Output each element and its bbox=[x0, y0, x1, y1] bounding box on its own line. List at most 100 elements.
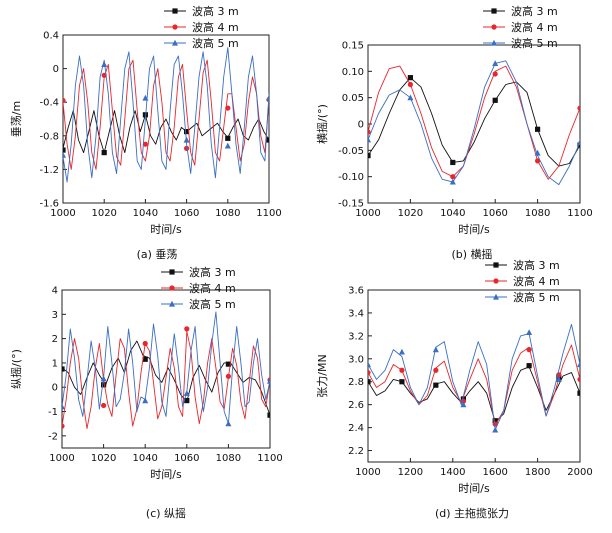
y-tick-label: -2 bbox=[48, 431, 58, 442]
x-tick-label: 1000 bbox=[50, 208, 75, 219]
series-marker-1 bbox=[535, 126, 541, 132]
series-marker-1 bbox=[368, 153, 371, 159]
series-marker-2 bbox=[577, 105, 580, 111]
series-marker-2 bbox=[577, 376, 580, 383]
series-line-2 bbox=[62, 330, 270, 430]
series-marker-3 bbox=[142, 94, 149, 101]
series-line-1 bbox=[62, 340, 270, 416]
chart-d: 1000 1200 1400 1600 1800 2000 2.2 2.4 2.6 2.8 3.0 3… bbox=[316, 258, 593, 520]
series-line-3 bbox=[368, 60, 580, 186]
x-tick-label: 1020 bbox=[91, 208, 116, 219]
series-marker-2 bbox=[225, 105, 231, 111]
series-line-1 bbox=[368, 366, 580, 423]
x-tick-label: 1040 bbox=[133, 208, 158, 219]
series-marker-1 bbox=[62, 366, 65, 372]
legend-marker-3 bbox=[169, 300, 175, 307]
legend-marker-3 bbox=[491, 39, 497, 46]
y-tick-label: 2 bbox=[52, 334, 58, 345]
series-marker-3 bbox=[368, 136, 371, 143]
y-tick-label: -0.8 bbox=[39, 131, 59, 142]
chart-a: 1000 1020 1040 1060 1080 1100 -1.6 -1.2 -0.8 -0.4… bbox=[10, 4, 282, 261]
y-tick-label: -0.4 bbox=[39, 98, 59, 109]
series-marker-2 bbox=[450, 174, 456, 180]
series-line-1 bbox=[368, 77, 580, 167]
legend: 波高 3 m 波高 4 m 波高 5 m bbox=[164, 4, 239, 50]
series-marker-3 bbox=[100, 375, 107, 382]
series-marker-1 bbox=[492, 418, 498, 424]
y-tick-label: -0.05 bbox=[338, 146, 364, 157]
x-tick-label: 1020 bbox=[91, 453, 116, 464]
x-tick-label: 1080 bbox=[216, 453, 241, 464]
series-marker-1 bbox=[142, 356, 148, 362]
series-marker-1 bbox=[225, 361, 231, 367]
y-tick-label: 0 bbox=[52, 383, 58, 394]
series-marker-2 bbox=[184, 145, 190, 151]
x-tick-label: 1060 bbox=[174, 208, 199, 219]
x-tick-label: 1020 bbox=[398, 208, 423, 219]
series-marker-1 bbox=[225, 135, 231, 141]
x-tick-label: 1600 bbox=[482, 467, 507, 478]
x-tick-label: 2000 bbox=[567, 467, 592, 478]
legend-label-3: 波高 5 m bbox=[513, 290, 560, 304]
legend-label-2: 波高 4 m bbox=[189, 281, 236, 295]
y-tick-label: -1 bbox=[48, 407, 58, 418]
y-tick-label: 3.0 bbox=[348, 354, 364, 365]
series-marker-2 bbox=[225, 373, 231, 379]
series-marker-1 bbox=[101, 150, 107, 156]
series-line-3 bbox=[62, 311, 270, 425]
y-tick-label: 3.6 bbox=[348, 286, 364, 297]
caption-d: (d) 主拖揽张力 bbox=[435, 506, 509, 520]
legend-marker-1 bbox=[491, 8, 497, 14]
x-tick-label: 1000 bbox=[49, 453, 74, 464]
series-marker-3 bbox=[101, 61, 108, 67]
series-marker-1 bbox=[101, 382, 107, 388]
series-marker-3 bbox=[449, 178, 456, 185]
y-tick-label: -1.2 bbox=[39, 165, 59, 176]
series-marker-2 bbox=[433, 367, 439, 373]
legend-label-1: 波高 3 m bbox=[192, 4, 239, 18]
y-tick-label: 2.6 bbox=[348, 400, 364, 411]
y-tick-label: 1 bbox=[52, 358, 58, 369]
series-marker-3 bbox=[432, 346, 439, 353]
series-marker-1 bbox=[433, 382, 439, 388]
legend-marker-2 bbox=[169, 285, 175, 291]
series-line-2 bbox=[63, 59, 269, 170]
y-tick-label: 0 bbox=[53, 64, 59, 75]
series-marker-3 bbox=[398, 348, 405, 355]
y-tick-label: 0.10 bbox=[342, 67, 364, 78]
series-marker-1 bbox=[492, 97, 498, 103]
x-axis-title: 时间/s bbox=[458, 482, 490, 495]
series-marker-3 bbox=[267, 377, 270, 384]
x-tick-label: 1060 bbox=[174, 453, 199, 464]
series-marker-2 bbox=[399, 367, 405, 373]
legend-label-3: 波高 5 m bbox=[189, 297, 236, 311]
y-tick-label: 4 bbox=[52, 286, 58, 297]
x-axis-title: 时间/s bbox=[458, 223, 490, 236]
y-tick-label: 0 bbox=[358, 120, 364, 131]
x-tick-label: 1100 bbox=[256, 208, 281, 219]
series-marker-1 bbox=[184, 398, 190, 404]
series-marker-3 bbox=[142, 397, 149, 404]
series-marker-1 bbox=[63, 147, 66, 153]
caption-a: (a) 垂荡 bbox=[137, 248, 178, 261]
series-marker-3 bbox=[492, 426, 499, 433]
caption-c: (c) 纵摇 bbox=[146, 506, 186, 520]
x-tick-label: 1800 bbox=[525, 467, 550, 478]
legend-label-3: 波高 5 m bbox=[192, 36, 239, 50]
series-marker-3 bbox=[577, 361, 580, 368]
series-marker-3 bbox=[183, 136, 190, 143]
y-tick-label: 0.15 bbox=[342, 41, 364, 52]
series-marker-1 bbox=[526, 363, 532, 369]
legend-label-1: 波高 3 m bbox=[513, 258, 560, 272]
x-axis-title: 时间/s bbox=[150, 223, 182, 236]
legend-marker-3 bbox=[493, 293, 499, 300]
y-tick-label: 2.2 bbox=[348, 446, 364, 457]
legend-marker-3 bbox=[172, 39, 178, 46]
series-marker-2 bbox=[142, 141, 148, 147]
y-axis-title: 张力/MN bbox=[316, 354, 329, 397]
legend-marker-2 bbox=[493, 278, 499, 284]
x-tick-label: 1060 bbox=[482, 208, 507, 219]
series-group bbox=[62, 311, 270, 430]
legend: 波高 3 m 波高 4 m 波高 5 m bbox=[483, 4, 558, 50]
